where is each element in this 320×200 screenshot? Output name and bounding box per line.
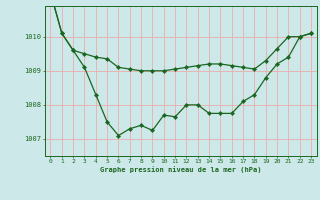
- X-axis label: Graphe pression niveau de la mer (hPa): Graphe pression niveau de la mer (hPa): [100, 166, 261, 173]
